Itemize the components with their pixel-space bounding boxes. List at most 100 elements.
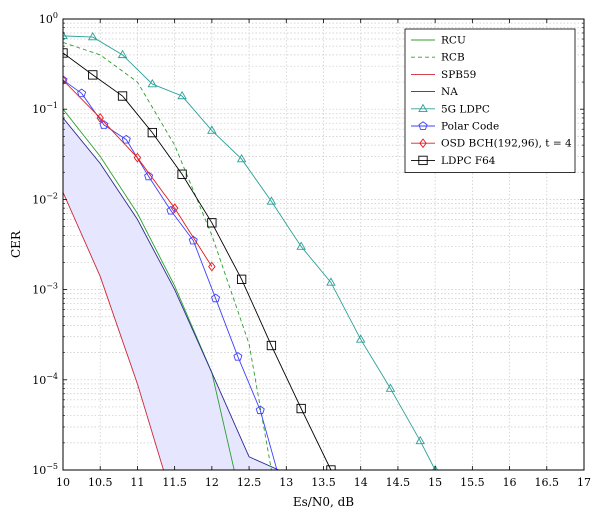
- data-point: [296, 403, 306, 414]
- x-tick-label: 10: [56, 476, 70, 489]
- legend-marker: [418, 155, 428, 166]
- y-tick-base: 10: [32, 193, 46, 206]
- data-point: [188, 235, 198, 245]
- data-point: [266, 196, 277, 205]
- legend-item: Polar Code: [411, 121, 499, 133]
- data-point: [147, 127, 157, 138]
- series-line: [63, 117, 280, 470]
- data-point: [208, 261, 216, 272]
- legend-item: 5G LDPC: [411, 103, 490, 115]
- y-tick-label: 10−3: [32, 282, 58, 297]
- y-tick-base: 10: [32, 374, 46, 387]
- legend-label: 5G LDPC: [441, 103, 490, 115]
- series-line: [63, 108, 235, 470]
- x-tick-label: 16.5: [535, 476, 560, 489]
- series-line: [63, 35, 436, 470]
- data-point: [233, 352, 243, 361]
- data-point: [355, 334, 366, 343]
- legend-box: [404, 28, 576, 174]
- data-point: [170, 203, 179, 214]
- legend-label: NA: [441, 86, 458, 98]
- data-point: [385, 383, 396, 392]
- data-point: [117, 49, 128, 59]
- series-6: [63, 75, 216, 272]
- legend-label: RCU: [441, 35, 466, 47]
- data-point: [99, 120, 109, 129]
- data-point: [117, 91, 128, 101]
- y-tick-exponent: −2: [46, 191, 58, 200]
- data-point: [88, 31, 98, 41]
- y-tick-base: 10: [32, 464, 46, 477]
- axis-ticks: 10 10.5 11 11.5 12 12.5 13 13.5 14 14.5 15 15.5 16 16…: [32, 11, 591, 489]
- data-point: [133, 152, 142, 163]
- series-group: [63, 30, 439, 470]
- y-tick-label: 100: [39, 11, 58, 26]
- data-point: [255, 405, 265, 415]
- series-2: [63, 192, 164, 470]
- data-point: [326, 277, 336, 286]
- data-point: [147, 78, 158, 88]
- legend-item: OSD BCH(192,96), t = 4: [411, 138, 572, 150]
- x-tick-label: 15.5: [460, 476, 485, 489]
- x-tick-label: 15: [428, 476, 442, 489]
- y-axis-label: CER: [9, 230, 23, 258]
- data-point: [207, 218, 217, 228]
- legend-item: RCB: [411, 52, 465, 64]
- y-tick-label: 10−5: [32, 462, 58, 477]
- x-tick-label: 14.5: [386, 476, 411, 489]
- data-point: [432, 464, 439, 470]
- legend-label: OSD BCH(192,96), t = 4: [441, 138, 572, 150]
- series-0: [63, 108, 235, 470]
- x-tick-label: 13.5: [311, 476, 336, 489]
- x-tick-label: 11.5: [162, 476, 187, 489]
- y-tick-label: 10−4: [32, 372, 58, 387]
- y-tick-exponent: −5: [46, 462, 58, 471]
- series-line: [63, 192, 164, 470]
- y-tick-label: 10−1: [32, 101, 58, 116]
- data-point: [415, 435, 426, 445]
- data-point: [166, 205, 176, 215]
- data-point: [63, 48, 68, 58]
- data-point: [207, 125, 217, 134]
- legend: RCU RCB SPB59 NA 5G LDPC Polar Code OSD BCH(19…: [404, 28, 576, 174]
- series-4: [63, 30, 439, 470]
- data-point: [121, 134, 131, 144]
- data-point: [88, 70, 98, 80]
- series-line: [63, 52, 332, 470]
- legend-marker: [418, 121, 428, 130]
- series-line: [63, 79, 213, 267]
- data-point: [211, 293, 221, 303]
- shaded-area: [63, 117, 279, 470]
- legend-label: Polar Code: [441, 121, 499, 133]
- y-tick-exponent: −3: [46, 282, 58, 291]
- y-tick-exponent: −1: [46, 101, 58, 110]
- data-point: [177, 90, 187, 100]
- legend-label: SPB59: [441, 69, 476, 81]
- legend-marker: [419, 138, 427, 149]
- data-point: [236, 274, 247, 284]
- y-tick-base: 10: [39, 13, 53, 26]
- x-tick-label: 11: [130, 476, 144, 489]
- legend-marker: [418, 103, 428, 112]
- legend-item: RCU: [411, 35, 466, 47]
- data-point: [63, 75, 67, 86]
- y-tick-base: 10: [32, 284, 46, 297]
- data-point: [266, 340, 277, 351]
- data-point: [296, 241, 306, 250]
- y-tick-label: 10−2: [32, 191, 58, 206]
- data-point: [177, 169, 187, 179]
- legend-item: SPB59: [411, 69, 476, 81]
- data-point: [236, 153, 247, 163]
- x-tick-label: 12.5: [237, 476, 262, 489]
- data-point: [144, 171, 154, 181]
- shaded-region: [63, 117, 279, 470]
- data-point: [63, 30, 68, 40]
- legend-item: NA: [411, 86, 458, 98]
- data-point: [96, 112, 104, 123]
- legend-label: RCB: [441, 52, 465, 64]
- y-tick-exponent: 0: [53, 11, 58, 20]
- data-point: [63, 75, 68, 84]
- y-tick-base: 10: [32, 103, 46, 116]
- y-tick-exponent: −4: [46, 372, 58, 381]
